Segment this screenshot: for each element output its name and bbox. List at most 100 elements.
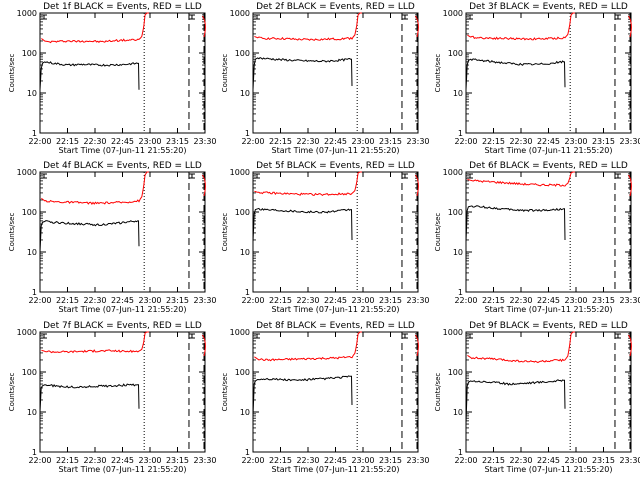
x-tick-label: 22:00	[28, 296, 51, 305]
y-tick-label: 1	[32, 288, 37, 297]
y-tick-label: 10	[240, 408, 250, 417]
series-line-lld-tail	[201, 334, 206, 357]
x-axis-label: Start Time (07-Jun-11 21:55:20)	[272, 305, 400, 314]
x-tick-label: 23:30	[619, 137, 640, 146]
detector-plot-8: Det 8f BLACK = Events, RED = LLD 22:00 22:…	[221, 321, 430, 474]
x-tick-label: 23:15	[379, 456, 402, 465]
x-axis-label: Start Time (07-Jun-11 21:55:20)	[485, 465, 613, 474]
y-tick-label: 10	[240, 248, 250, 257]
y-tick-label: 100	[448, 208, 463, 217]
y-tick-label: 1000	[230, 9, 250, 18]
series-line-lld	[41, 331, 149, 354]
series-line-lld	[254, 331, 362, 362]
series-line-events	[465, 205, 566, 242]
x-tick-label: 23:00	[351, 296, 374, 305]
top-marker-glyph	[188, 173, 195, 179]
x-tick-label: 22:45	[324, 137, 347, 146]
y-tick-label: 1000	[17, 168, 37, 177]
x-tick-label: 23:30	[406, 296, 429, 305]
x-tick-label: 23:15	[592, 137, 615, 146]
plot-frame	[465, 171, 632, 293]
top-marker-glyph	[401, 14, 408, 20]
x-tick-label: 22:30	[83, 296, 106, 305]
top-marker-glyph	[188, 333, 195, 339]
x-axis-label: Start Time (07-Jun-11 21:55:20)	[485, 305, 613, 314]
y-tick-label: 100	[448, 368, 463, 377]
x-tick-label: 23:15	[592, 456, 615, 465]
x-tick-label: 22:45	[324, 456, 347, 465]
top-marker-glyph	[41, 333, 47, 339]
x-tick-label: 22:45	[324, 296, 347, 305]
x-tick-label: 22:00	[28, 456, 51, 465]
y-tick-label: 100	[22, 49, 37, 58]
y-axis-label: Counts/sec	[221, 213, 229, 252]
series-line-lld	[467, 12, 575, 41]
plot-frame	[252, 171, 419, 293]
series-line-lld-tail	[201, 15, 206, 38]
plot-title: Det 7f BLACK = Events, RED = LLD	[43, 321, 202, 331]
x-tick-label: 23:30	[406, 137, 429, 146]
y-tick-label: 10	[27, 89, 37, 98]
series-line-events	[252, 375, 353, 416]
x-tick-label: 22:45	[111, 296, 134, 305]
x-axis-label: Start Time (07-Jun-11 21:55:20)	[272, 465, 400, 474]
y-tick-label: 100	[235, 208, 250, 217]
x-tick-label: 23:00	[564, 456, 587, 465]
series-line-lld-tail	[201, 174, 206, 197]
series-line-events	[465, 379, 566, 425]
y-tick-label: 100	[22, 368, 37, 377]
x-axis-label: Start Time (07-Jun-11 21:55:20)	[272, 146, 400, 155]
x-tick-label: 23:00	[138, 137, 161, 146]
x-tick-label: 22:15	[56, 296, 79, 305]
series-line-lld-tail	[627, 174, 632, 197]
y-axis-label: Counts/sec	[434, 373, 442, 412]
x-tick-label: 23:30	[193, 296, 216, 305]
top-marker-glyph	[614, 14, 621, 20]
y-tick-label: 1	[458, 129, 463, 138]
x-tick-label: 22:30	[296, 456, 319, 465]
top-marker-glyph	[614, 333, 621, 339]
plot-frame	[39, 12, 206, 134]
y-axis-label: Counts/sec	[221, 373, 229, 412]
x-tick-label: 22:00	[454, 137, 477, 146]
series-line-lld-tail	[414, 334, 419, 357]
y-axis-label: Counts/sec	[221, 54, 229, 93]
y-tick-label: 1	[32, 129, 37, 138]
series-line-events	[39, 220, 140, 253]
detector-plot-1: Det 1f BLACK = Events, RED = LLD 22:00 22:…	[8, 2, 217, 155]
y-tick-label: 100	[22, 208, 37, 217]
x-tick-label: 22:30	[296, 296, 319, 305]
x-axis-label: Start Time (07-Jun-11 21:55:20)	[59, 465, 187, 474]
y-tick-label: 1000	[443, 168, 463, 177]
detector-plot-6: Det 6f BLACK = Events, RED = LLD 22:00 22:…	[434, 161, 640, 314]
detector-plot-5: Det 5f BLACK = Events, RED = LLD 22:00 22:…	[221, 161, 430, 314]
y-tick-label: 100	[235, 368, 250, 377]
y-tick-label: 1000	[17, 9, 37, 18]
y-tick-label: 1	[32, 448, 37, 457]
top-marker-glyph	[254, 333, 260, 339]
y-axis-label: Counts/sec	[434, 54, 442, 93]
series-line-lld-tail	[414, 15, 419, 38]
series-line-lld-tail	[627, 15, 632, 38]
x-tick-label: 22:15	[482, 296, 505, 305]
x-tick-label: 23:30	[619, 456, 640, 465]
x-tick-label: 22:30	[509, 456, 532, 465]
y-tick-label: 1000	[443, 328, 463, 337]
x-tick-label: 22:15	[269, 137, 292, 146]
detector-plot-9: Det 9f BLACK = Events, RED = LLD 22:00 22:…	[434, 321, 640, 474]
plot-title: Det 1f BLACK = Events, RED = LLD	[43, 2, 202, 12]
x-tick-label: 22:00	[454, 296, 477, 305]
y-axis-label: Counts/sec	[8, 213, 16, 252]
x-tick-label: 22:30	[296, 137, 319, 146]
x-tick-label: 22:15	[269, 296, 292, 305]
x-tick-label: 23:30	[406, 456, 429, 465]
y-tick-label: 1	[245, 448, 250, 457]
top-marker-glyph	[254, 173, 260, 179]
detector-plot-4: Det 4f BLACK = Events, RED = LLD 22:00 22:…	[8, 161, 217, 314]
plot-frame	[252, 12, 419, 134]
y-tick-label: 1	[458, 288, 463, 297]
x-tick-label: 22:15	[56, 137, 79, 146]
x-tick-label: 22:30	[83, 456, 106, 465]
x-tick-label: 22:00	[28, 137, 51, 146]
series-line-lld	[467, 331, 575, 364]
